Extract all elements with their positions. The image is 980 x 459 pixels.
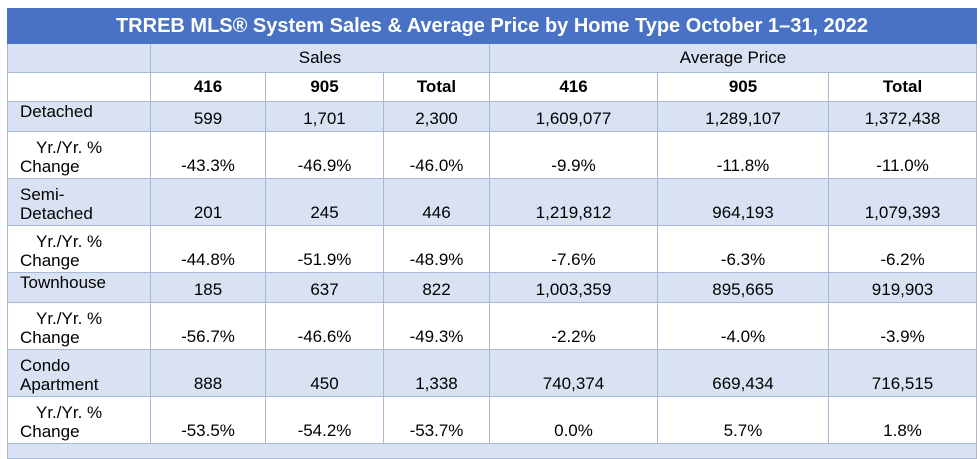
yoy-change-label: Yr./Yr. % Change [7, 131, 151, 179]
yoy-label-line2: Change [20, 251, 80, 270]
yoy-cell-price-905: 5.7% [657, 396, 829, 444]
home-type-label-line: Apartment [20, 375, 99, 394]
table-row: Detached 599 1,701 2,300 1,609,077 1,289,107 1… [7, 101, 978, 132]
yoy-cell-price-total: -11.0% [827, 131, 978, 179]
value-cell-sales-total: 822 [383, 272, 490, 303]
value-cell-price-416: 740,374 [489, 349, 658, 397]
value-cell-price-total: 1,372,438 [827, 101, 978, 132]
yoy-cell-sales-905: -54.2% [265, 396, 384, 444]
col-header-sales-905: 905 [265, 72, 384, 102]
value-cell-sales-905: 450 [265, 349, 384, 397]
table-title: TRREB MLS® System Sales & Average Price … [6, 8, 978, 44]
home-type-label: Condo Apartment [7, 349, 151, 397]
sales-price-table: TRREB MLS® System Sales & Average Price … [6, 8, 978, 459]
yoy-cell-sales-416: -56.7% [150, 302, 266, 350]
yoy-cell-price-total: 1.8% [827, 396, 978, 444]
value-cell-price-total: 716,515 [827, 349, 978, 397]
col-header-sales-416: 416 [150, 72, 266, 102]
value-cell-sales-416: 888 [150, 349, 266, 397]
col-header-price-total: Total [827, 72, 978, 102]
yoy-cell-sales-total: -53.7% [383, 396, 490, 444]
yoy-cell-price-905: -6.3% [657, 225, 829, 273]
yoy-label-line2: Change [20, 328, 80, 347]
value-cell-sales-total: 446 [383, 178, 490, 226]
col-header-price-905: 905 [657, 72, 829, 102]
col-header-price-416: 416 [489, 72, 658, 102]
yoy-label-line1: Yr./Yr. % [36, 403, 103, 422]
value-cell-sales-416: 201 [150, 178, 266, 226]
value-cell-price-905: 964,193 [657, 178, 829, 226]
yoy-label-line1: Yr./Yr. % [36, 309, 103, 328]
home-type-label: Detached [7, 101, 151, 132]
empty-corner-cell [7, 72, 151, 102]
yoy-change-label: Yr./Yr. % Change [7, 225, 151, 273]
yoy-label-line1: Yr./Yr. % [36, 232, 103, 251]
table-row: Condo Apartment 888 450 1,338 740,374 669,434 7… [7, 349, 978, 397]
table-row: Semi- Detached 201 245 446 1,219,812 964,193 1,… [7, 178, 978, 226]
column-header-row: 416 905 Total 416 905 Total [7, 72, 978, 102]
yoy-row: Yr./Yr. % Change -43.3% -46.9% -46.0% -9.9% -1… [7, 131, 978, 179]
sales-group-header: Sales [150, 43, 490, 73]
yoy-cell-sales-416: -53.5% [150, 396, 266, 444]
yoy-cell-price-total: -3.9% [827, 302, 978, 350]
yoy-cell-price-416: 0.0% [489, 396, 658, 444]
yoy-cell-price-total: -6.2% [827, 225, 978, 273]
col-header-sales-total: Total [383, 72, 490, 102]
value-cell-price-416: 1,609,077 [489, 101, 658, 132]
value-cell-sales-905: 1,701 [265, 101, 384, 132]
group-header-row: Sales Average Price [7, 43, 978, 73]
value-cell-price-total: 1,079,393 [827, 178, 978, 226]
value-cell-price-905: 895,665 [657, 272, 829, 303]
yoy-cell-price-416: -7.6% [489, 225, 658, 273]
yoy-cell-sales-905: -51.9% [265, 225, 384, 273]
yoy-cell-price-905: -4.0% [657, 302, 829, 350]
yoy-cell-sales-905: -46.6% [265, 302, 384, 350]
title-row: TRREB MLS® System Sales & Average Price … [6, 8, 978, 44]
footer-band-cell [6, 443, 978, 459]
yoy-cell-sales-905: -46.9% [265, 131, 384, 179]
yoy-row: Yr./Yr. % Change -56.7% -46.6% -49.3% -2.2% -4… [7, 302, 978, 350]
yoy-cell-sales-total: -46.0% [383, 131, 490, 179]
empty-corner-cell [7, 43, 151, 73]
yoy-change-label: Yr./Yr. % Change [7, 396, 151, 444]
value-cell-sales-416: 599 [150, 101, 266, 132]
avg-price-group-header: Average Price [488, 43, 978, 73]
value-cell-sales-total: 2,300 [383, 101, 490, 132]
table-footer-band [6, 443, 978, 459]
yoy-row: Yr./Yr. % Change -53.5% -54.2% -53.7% 0.0% 5.7… [7, 396, 978, 444]
yoy-cell-price-416: -2.2% [489, 302, 658, 350]
value-cell-price-416: 1,219,812 [489, 178, 658, 226]
yoy-label-line2: Change [20, 157, 80, 176]
value-cell-price-total: 919,903 [827, 272, 978, 303]
yoy-cell-sales-416: -43.3% [150, 131, 266, 179]
home-type-label: Semi- Detached [7, 178, 151, 226]
value-cell-sales-905: 637 [265, 272, 384, 303]
value-cell-sales-905: 245 [265, 178, 384, 226]
yoy-cell-price-905: -11.8% [657, 131, 829, 179]
home-type-label-line: Semi- [20, 185, 65, 204]
yoy-cell-sales-total: -48.9% [383, 225, 490, 273]
value-cell-price-416: 1,003,359 [489, 272, 658, 303]
home-type-label-line: Detached [20, 204, 93, 223]
yoy-label-line2: Change [20, 422, 80, 441]
value-cell-price-905: 1,289,107 [657, 101, 829, 132]
home-type-label-line: Detached [20, 102, 93, 122]
yoy-change-label: Yr./Yr. % Change [7, 302, 151, 350]
yoy-cell-price-416: -9.9% [489, 131, 658, 179]
yoy-cell-sales-416: -44.8% [150, 225, 266, 273]
home-type-label-line: Townhouse [20, 273, 107, 293]
yoy-label-line1: Yr./Yr. % [36, 138, 103, 157]
value-cell-sales-416: 185 [150, 272, 266, 303]
home-type-label-line: Condo [20, 356, 71, 375]
yoy-row: Yr./Yr. % Change -44.8% -51.9% -48.9% -7.6% -6… [7, 225, 978, 273]
value-cell-sales-total: 1,338 [383, 349, 490, 397]
home-type-label: Townhouse [7, 272, 151, 303]
yoy-cell-sales-total: -49.3% [383, 302, 490, 350]
value-cell-price-905: 669,434 [657, 349, 829, 397]
table-row: Townhouse 185 637 822 1,003,359 895,665 919,90… [7, 272, 978, 303]
